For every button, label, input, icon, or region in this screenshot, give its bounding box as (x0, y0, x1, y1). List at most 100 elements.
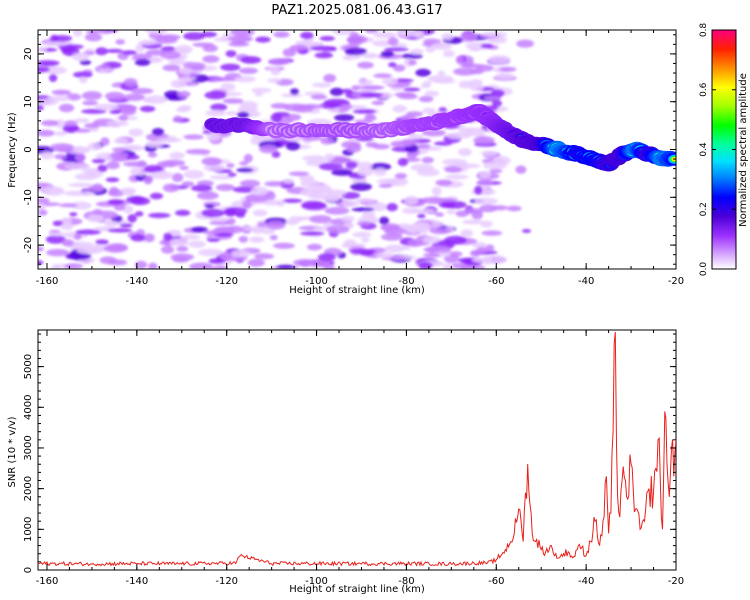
y-tick-label: 3000 (23, 435, 34, 460)
colorbar-tick-label: 0.4 (699, 142, 709, 157)
noise-blob (123, 93, 145, 102)
noise-blob (122, 189, 136, 196)
noise-blob (437, 70, 446, 76)
noise-blob (490, 89, 505, 98)
noise-blob (341, 215, 355, 222)
noise-blob (166, 135, 177, 143)
noise-blob (251, 87, 272, 94)
spectrogram-y-ticks: -20 -10 0 10 20 (23, 34, 676, 265)
noise-blob (480, 43, 494, 49)
noise-blob (434, 141, 452, 146)
noise-blob (119, 223, 133, 228)
noise-blob (521, 229, 532, 233)
noise-blob (492, 99, 502, 107)
noise-blob (144, 95, 168, 104)
noise-blob (373, 167, 387, 177)
noise-blob (97, 164, 108, 173)
noise-blob (144, 30, 169, 35)
noise-blob (458, 148, 472, 157)
snr-x-label: Height of straight line (km) (289, 584, 425, 595)
noise-blob (324, 153, 335, 161)
noise-blob (421, 129, 446, 137)
noise-blob (380, 225, 401, 230)
noise-blob (329, 87, 344, 96)
noise-blob (69, 212, 78, 217)
noise-blob (479, 170, 491, 179)
noise-blob (418, 95, 434, 103)
noise-blob (54, 131, 68, 137)
noise-blob (240, 56, 262, 64)
noise-blob (113, 137, 129, 144)
noise-blob (351, 207, 375, 212)
noise-blob (181, 181, 195, 187)
noise-blob (236, 111, 250, 119)
noise-blob (243, 153, 253, 163)
noise-blob (226, 163, 235, 168)
noise-blob (85, 170, 104, 179)
noise-blob (392, 104, 407, 113)
x-tick-label: -40 (578, 576, 594, 587)
noise-blob (352, 109, 377, 114)
noise-blob (267, 78, 282, 83)
spectrogram-x-ticks: -160 -140 -120 -100 -80 -60 -40 -20 (36, 30, 684, 287)
noise-blob (239, 161, 249, 166)
noise-blob (409, 48, 424, 55)
noise-blob (376, 252, 395, 259)
noise-blob (196, 191, 219, 200)
noise-blob (492, 205, 508, 211)
x-tick-label: -60 (488, 276, 504, 287)
noise-blob (123, 78, 138, 87)
noise-blob (204, 91, 227, 100)
noise-blob (98, 30, 114, 34)
colorbar-tick-label: 0.6 (699, 82, 709, 97)
noise-blob (130, 234, 146, 242)
noise-blob (100, 137, 110, 146)
noise-blob (429, 227, 451, 235)
noise-blob (431, 186, 442, 196)
noise-blob (173, 115, 183, 122)
noise-blob (319, 102, 339, 109)
noise-blob (38, 197, 50, 204)
noise-blob (134, 260, 148, 269)
noise-blob (162, 183, 180, 193)
noise-blob (128, 128, 144, 137)
noise-blob (459, 63, 486, 68)
noise-blob (254, 253, 275, 260)
noise-blob (340, 103, 353, 110)
noise-blob (40, 151, 54, 160)
noise-blob (282, 198, 303, 203)
noise-blob (460, 32, 478, 42)
noise-blob (423, 253, 441, 258)
noise-blob (441, 158, 468, 166)
noise-blob (444, 166, 463, 173)
noise-blob (82, 91, 103, 101)
noise-blob (130, 88, 154, 94)
noise-blob (38, 60, 60, 67)
noise-blob (445, 174, 469, 180)
noise-blob (341, 200, 360, 207)
noise-blob (247, 258, 265, 267)
noise-blob (236, 167, 254, 173)
noise-blob (209, 175, 234, 180)
noise-blob (485, 244, 495, 252)
noise-blob (462, 219, 484, 225)
noise-blob (123, 145, 139, 150)
noise-blob (38, 209, 48, 216)
y-tick-label: 5000 (23, 354, 34, 379)
noise-blob (51, 264, 61, 269)
noise-blob (401, 53, 423, 59)
noise-blob (289, 44, 308, 51)
noise-blob (388, 177, 409, 187)
noise-blob (66, 126, 80, 131)
noise-blob (351, 85, 360, 91)
noise-blob (242, 200, 252, 209)
noise-blob (417, 143, 431, 149)
noise-blob (185, 148, 211, 155)
noise-blob (164, 161, 176, 168)
noise-blob (52, 220, 63, 227)
noise-blob (469, 83, 484, 91)
y-tick-label: -20 (23, 237, 34, 253)
noise-blob (183, 32, 206, 41)
noise-blob (145, 141, 163, 148)
x-tick-label: -100 (305, 576, 328, 587)
